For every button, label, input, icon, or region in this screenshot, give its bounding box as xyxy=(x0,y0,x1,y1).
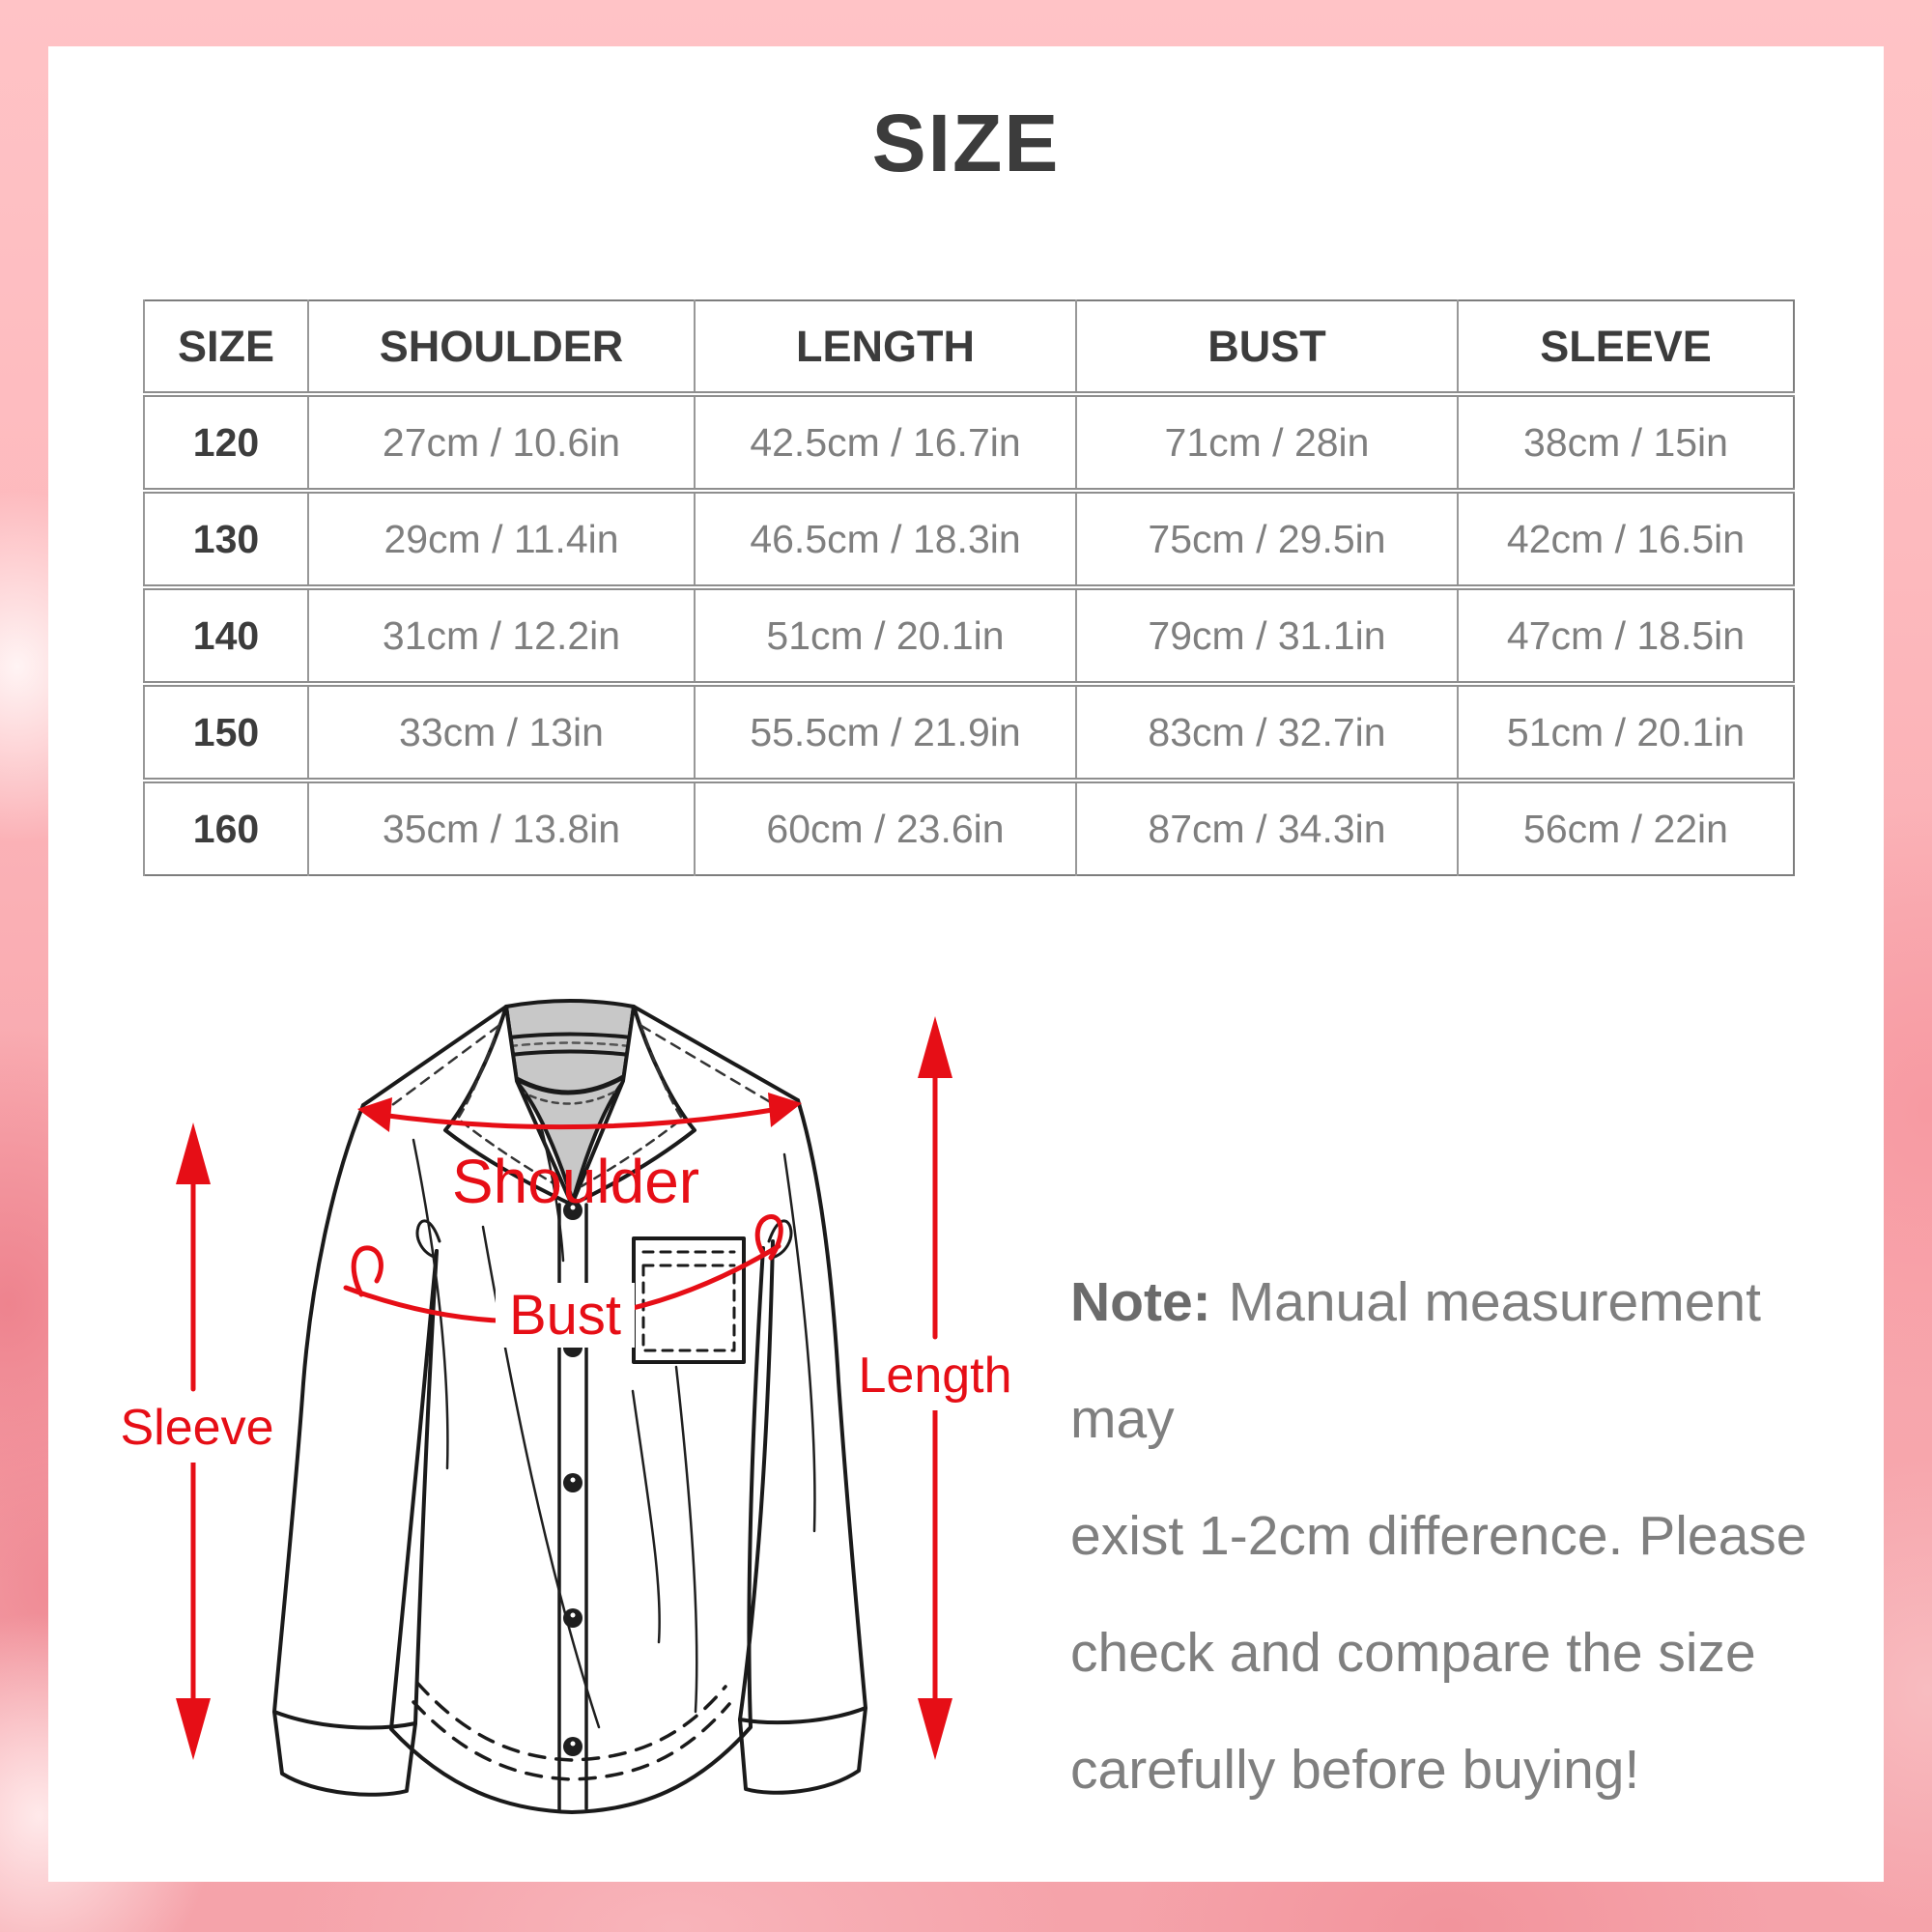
cell-size: 140 xyxy=(143,587,308,687)
cell-bust: 71cm / 28in xyxy=(1075,394,1458,494)
shirt-body-outline xyxy=(272,1098,867,1814)
cell-sleeve: 47cm / 18.5in xyxy=(1457,587,1794,687)
cell-length: 60cm / 23.6in xyxy=(694,781,1076,875)
note-line: check and compare the size xyxy=(1070,1622,1756,1684)
shoulder-measure-label: Shoulder xyxy=(451,1147,700,1216)
cell-size: 130 xyxy=(143,491,308,590)
col-header-sleeve: SLEEVE xyxy=(1457,300,1794,397)
bust-measure-label: Bust xyxy=(495,1283,636,1348)
cell-size: 120 xyxy=(143,394,308,494)
shirt-collar xyxy=(443,1005,696,1207)
note-line: carefully before buying! xyxy=(1070,1739,1640,1801)
col-header-size: SIZE xyxy=(143,300,308,397)
measurement-note: Note: Manual measurement may exist 1-2cm … xyxy=(1070,1244,1824,1829)
cell-sleeve: 38cm / 15in xyxy=(1457,394,1794,494)
table-row: 150 33cm / 13in 55.5cm / 21.9in 83cm / 3… xyxy=(143,684,1794,783)
shirt-neck xyxy=(504,999,636,1203)
cell-shoulder: 35cm / 13.8in xyxy=(307,781,695,875)
size-table: SIZE SHOULDER LENGTH BUST SLEEVE 120 27c… xyxy=(143,299,1795,876)
page-title: SIZE xyxy=(871,98,1061,188)
cell-sleeve: 56cm / 22in xyxy=(1457,781,1794,875)
shirt-pocket xyxy=(632,1236,746,1364)
measure-arrows xyxy=(176,1016,952,1760)
table-row: 130 29cm / 11.4in 46.5cm / 18.3in 75cm /… xyxy=(143,491,1794,590)
cell-sleeve: 42cm / 16.5in xyxy=(1457,491,1794,590)
shirt-hem-stitching xyxy=(412,1681,731,1781)
shirt-creases xyxy=(412,1123,816,1729)
cell-size: 150 xyxy=(143,684,308,783)
cell-length: 42.5cm / 16.7in xyxy=(694,394,1076,494)
shoulder-arrowhead-right xyxy=(768,1093,802,1127)
cell-shoulder: 31cm / 12.2in xyxy=(307,587,695,687)
shoulder-arrow-line xyxy=(378,1106,781,1130)
cell-bust: 83cm / 32.7in xyxy=(1075,684,1458,783)
length-arrowhead-top xyxy=(918,1016,952,1078)
shirt-buttons xyxy=(563,1201,582,1756)
cell-sleeve: 51cm / 20.1in xyxy=(1457,684,1794,783)
sleeve-arrowhead-bottom xyxy=(176,1698,211,1760)
cell-shoulder: 33cm / 13in xyxy=(307,684,695,783)
size-table-header-row: SIZE SHOULDER LENGTH BUST SLEEVE xyxy=(143,300,1794,397)
table-row: 140 31cm / 12.2in 51cm / 20.1in 79cm / 3… xyxy=(143,587,1794,687)
bust-hook-right xyxy=(754,1214,783,1261)
sleeve-measure-label: Sleeve xyxy=(112,1393,282,1463)
cell-size: 160 xyxy=(143,781,308,875)
cell-length: 46.5cm / 18.3in xyxy=(694,491,1076,590)
note-line: Note: Manual measurement may xyxy=(1070,1244,1824,1478)
col-header-length: LENGTH xyxy=(694,300,1076,397)
col-header-bust: BUST xyxy=(1075,300,1458,397)
length-arrowhead-bottom xyxy=(918,1698,952,1760)
note-prefix: Note: xyxy=(1070,1271,1211,1333)
cell-bust: 75cm / 29.5in xyxy=(1075,491,1458,590)
cell-length: 55.5cm / 21.9in xyxy=(694,684,1076,783)
cell-shoulder: 29cm / 11.4in xyxy=(307,491,695,590)
note-line: exist 1-2cm difference. Please xyxy=(1070,1505,1807,1567)
table-row: 160 35cm / 13.8in 60cm / 23.6in 87cm / 3… xyxy=(143,781,1794,875)
sleeve-arrowhead-top xyxy=(176,1122,211,1184)
table-row: 120 27cm / 10.6in 42.5cm / 16.7in 71cm /… xyxy=(143,394,1794,494)
bust-hook-left xyxy=(351,1245,384,1297)
length-measure-label: Length xyxy=(850,1341,1020,1410)
cell-bust: 79cm / 31.1in xyxy=(1075,587,1458,687)
cell-bust: 87cm / 34.3in xyxy=(1075,781,1458,875)
shoulder-arrowhead-left xyxy=(357,1097,392,1132)
shirt-shoulder-seams xyxy=(361,1005,800,1113)
cell-length: 51cm / 20.1in xyxy=(694,587,1076,687)
col-header-shoulder: SHOULDER xyxy=(307,300,695,397)
cell-shoulder: 27cm / 10.6in xyxy=(307,394,695,494)
note-text: Manual measurement may xyxy=(1070,1271,1761,1450)
